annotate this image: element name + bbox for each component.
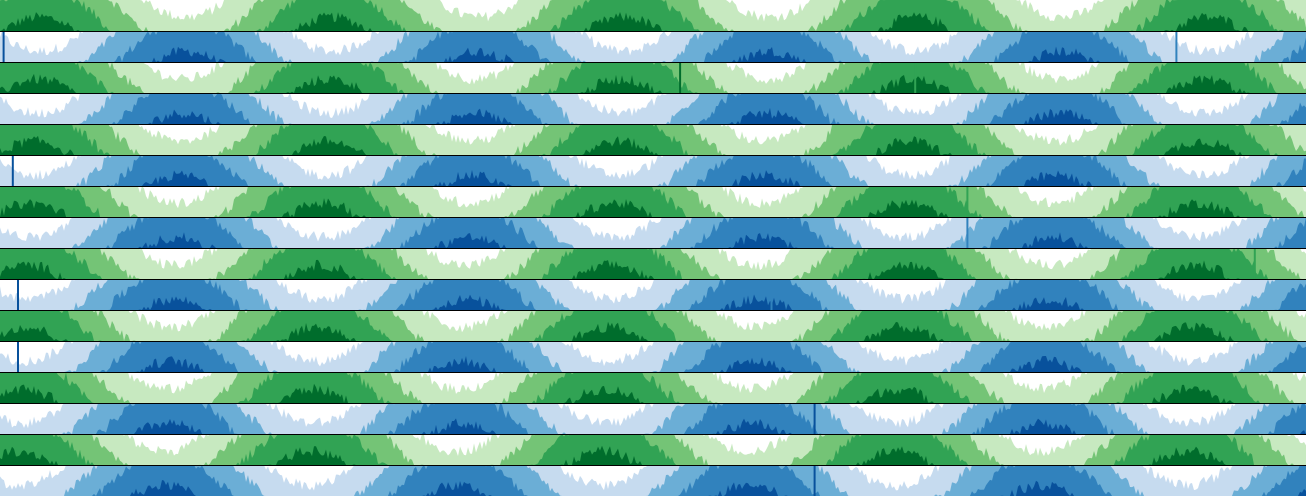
positive-band-4 — [0, 445, 1306, 465]
horizon-row — [0, 434, 1306, 496]
positive-band-4 — [0, 73, 1306, 93]
row-dividers — [0, 31, 1306, 466]
negative-band-2 — [0, 93, 1306, 124]
positive-band-4 — [0, 383, 1306, 403]
negative-band-4 — [0, 46, 1306, 62]
spike-mark — [966, 217, 969, 248]
negative-band-3 — [0, 93, 1306, 124]
negative-band-2 — [0, 279, 1306, 310]
negative-band-3 — [0, 279, 1306, 310]
horizon-row — [0, 248, 1306, 310]
spike-mark — [17, 279, 19, 310]
horizon-row — [0, 62, 1306, 124]
negative-band-2 — [0, 155, 1306, 186]
negative-band-3 — [0, 403, 1306, 434]
spike-mark — [813, 465, 816, 496]
negative-band-2 — [0, 341, 1306, 372]
horizon-row — [0, 310, 1306, 372]
positive-band-4 — [0, 198, 1306, 217]
negative-band-4 — [0, 294, 1306, 310]
negative-band-3 — [0, 31, 1306, 62]
negative-band-2 — [0, 403, 1306, 434]
spike-mark — [2, 31, 5, 62]
positive-band-4 — [0, 135, 1306, 155]
positive-band-4 — [0, 12, 1306, 31]
horizon-row — [0, 0, 1306, 62]
spike-mark — [914, 62, 917, 93]
spike-mark — [813, 403, 816, 434]
negative-band-2 — [0, 465, 1306, 496]
negative-band-3 — [0, 465, 1306, 496]
negative-band-4 — [0, 169, 1306, 186]
negative-band-3 — [0, 155, 1306, 186]
spike-mark — [17, 341, 19, 372]
positive-band-4 — [0, 321, 1306, 341]
spike-mark — [966, 186, 969, 217]
negative-band-4 — [0, 355, 1306, 372]
positive-band-4 — [0, 259, 1306, 279]
horizon-row — [0, 124, 1306, 186]
spike-mark — [11, 155, 14, 186]
spike-mark — [679, 62, 682, 93]
negative-band-3 — [0, 217, 1306, 248]
horizon-row — [0, 186, 1306, 248]
spike-mark — [770, 279, 773, 310]
spike-mark — [1175, 31, 1178, 62]
spike-mark — [1253, 248, 1256, 279]
negative-band-4 — [0, 107, 1306, 124]
negative-band-4 — [0, 418, 1306, 434]
negative-band-2 — [0, 217, 1306, 248]
horizon-row — [0, 372, 1306, 434]
negative-band-2 — [0, 31, 1306, 62]
